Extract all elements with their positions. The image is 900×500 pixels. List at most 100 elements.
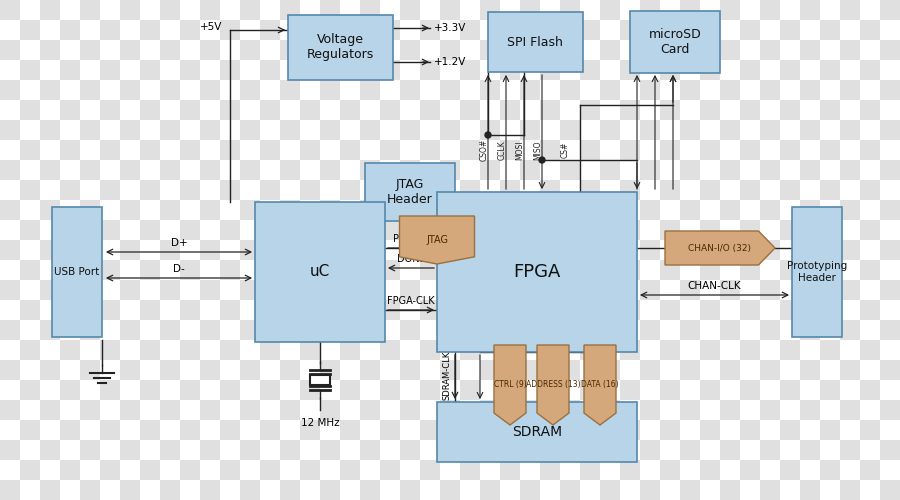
Bar [840,480,860,500]
Bar [680,420,700,440]
Bar [560,120,580,140]
Bar [140,300,160,320]
Bar [600,120,620,140]
Bar [360,180,380,200]
Bar [280,340,300,360]
Bar [100,100,120,120]
Bar [360,240,380,260]
Bar [0,100,20,120]
Bar [700,480,720,500]
Bar [460,60,480,80]
Bar [40,20,60,40]
Bar [660,180,680,200]
Bar [680,220,700,240]
Bar [620,200,640,220]
Bar [380,160,400,180]
Bar [280,0,300,20]
Bar [480,120,500,140]
Bar [200,200,220,220]
Bar [240,120,260,140]
Bar [480,440,500,460]
Bar [280,40,300,60]
Bar [640,480,660,500]
Bar [740,280,760,300]
Bar [220,480,240,500]
Bar [180,300,200,320]
Bar [840,280,860,300]
Bar [40,180,60,200]
Bar [780,480,800,500]
Bar [320,220,340,240]
Bar [580,420,600,440]
Bar [420,360,440,380]
Bar [360,380,380,400]
Bar [600,400,620,420]
Bar [320,40,340,60]
Bar [400,380,420,400]
Bar [280,440,300,460]
Bar [500,260,520,280]
Bar [820,0,840,20]
Bar [580,200,600,220]
Bar [20,120,40,140]
Bar [560,100,580,120]
Bar [460,40,480,60]
Bar [420,400,440,420]
Bar [120,60,140,80]
Text: PROG#: PROG# [393,234,429,244]
Bar [620,160,640,180]
Bar [380,40,400,60]
Bar [400,440,420,460]
Bar [680,480,700,500]
Bar [500,20,520,40]
Bar [200,240,220,260]
Bar [580,380,600,400]
Bar [620,140,640,160]
Bar [160,120,180,140]
Bar [60,140,80,160]
Bar [380,320,400,340]
Bar [360,460,380,480]
Bar [630,11,720,73]
Bar [180,140,200,160]
Bar [120,220,140,240]
Bar [820,280,840,300]
Bar [0,480,20,500]
Bar [520,60,540,80]
Bar [880,360,900,380]
Bar [400,460,420,480]
Bar [700,120,720,140]
Bar [200,400,220,420]
Bar [40,320,60,340]
Bar [540,360,560,380]
Bar [300,480,320,500]
Bar [440,420,460,440]
Bar [620,0,640,20]
Bar [0,440,20,460]
Text: +3.3V: +3.3V [434,23,466,33]
Bar [80,340,100,360]
Bar [140,20,160,40]
Bar [680,400,700,420]
Bar [660,400,680,420]
Bar [840,420,860,440]
Bar [580,460,600,480]
Bar [700,300,720,320]
Bar [480,200,500,220]
Bar [400,40,420,60]
Bar [160,420,180,440]
Bar [160,380,180,400]
Bar [120,280,140,300]
Bar [720,440,740,460]
Bar [420,20,440,40]
Bar [460,380,480,400]
Bar [200,360,220,380]
Bar [240,340,260,360]
Bar [840,180,860,200]
Bar [40,300,60,320]
Bar [480,480,500,500]
Bar [460,420,480,440]
Bar [140,420,160,440]
Bar [220,140,240,160]
Circle shape [485,132,491,138]
